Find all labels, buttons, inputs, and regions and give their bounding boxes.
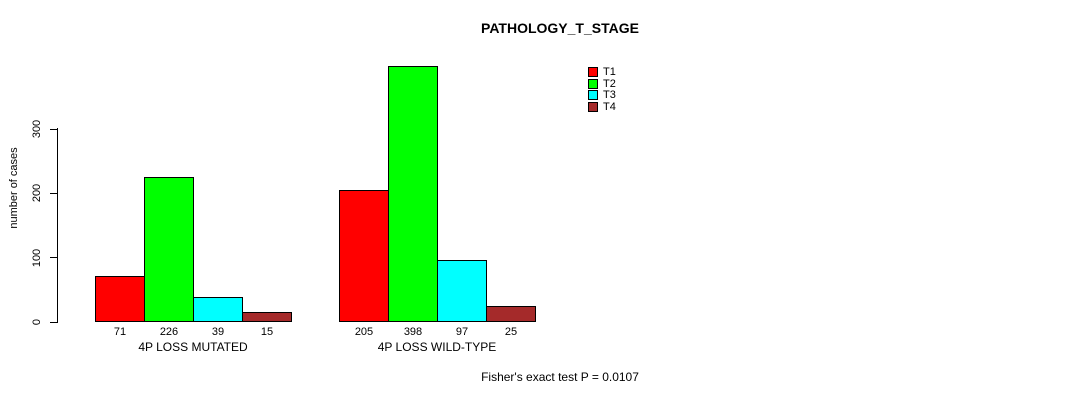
bar-t2-group1 <box>144 177 194 322</box>
bar-t3-group2 <box>437 260 487 322</box>
y-tick-label: 200 <box>31 184 43 203</box>
y-tick-mark <box>50 192 57 194</box>
legend-swatch-t2 <box>588 78 598 89</box>
bar-value-label: 398 <box>403 326 423 338</box>
bar-value-label: 71 <box>113 326 127 338</box>
bar-t4-group2 <box>486 306 536 322</box>
bar-value-label: 97 <box>455 326 469 338</box>
bar-value-label: 226 <box>159 326 179 338</box>
bar-value-label: 25 <box>504 326 518 338</box>
bar-value-label: 39 <box>211 326 225 338</box>
y-axis-line <box>57 128 58 323</box>
fisher-test-annotation: Fisher's exact test P = 0.0107 <box>481 370 639 384</box>
bar-t1-group1 <box>95 276 145 322</box>
y-tick-label: 300 <box>31 119 43 139</box>
bar-t1-group2 <box>339 190 389 322</box>
legend-swatch-t4 <box>588 101 598 112</box>
y-tick-label: 0 <box>31 318 43 326</box>
bar-t2-group2 <box>388 66 438 322</box>
legend-swatch-t1 <box>588 67 598 77</box>
legend-swatch-t3 <box>588 90 598 101</box>
legend-label-t1: T1 <box>603 66 616 78</box>
y-tick-mark <box>50 128 57 130</box>
bar-t3-group1 <box>193 297 243 322</box>
bar-value-label: 205 <box>354 326 374 338</box>
bar-t4-group1 <box>242 312 292 322</box>
category-label: 4P LOSS WILD-TYPE <box>377 340 497 354</box>
bar-value-label: 15 <box>260 326 274 338</box>
y-tick-mark <box>50 321 57 323</box>
chart-title: PATHOLOGY_T_STAGE <box>481 20 639 36</box>
category-label: 4P LOSS MUTATED <box>138 340 248 354</box>
legend-label-t2: T2 <box>603 77 616 90</box>
y-axis-title: number of cases <box>8 147 20 229</box>
legend-label-t4: T4 <box>603 100 616 113</box>
legend-label-t3: T3 <box>603 89 616 102</box>
y-tick-label: 100 <box>31 248 43 267</box>
y-tick-mark <box>50 257 57 259</box>
